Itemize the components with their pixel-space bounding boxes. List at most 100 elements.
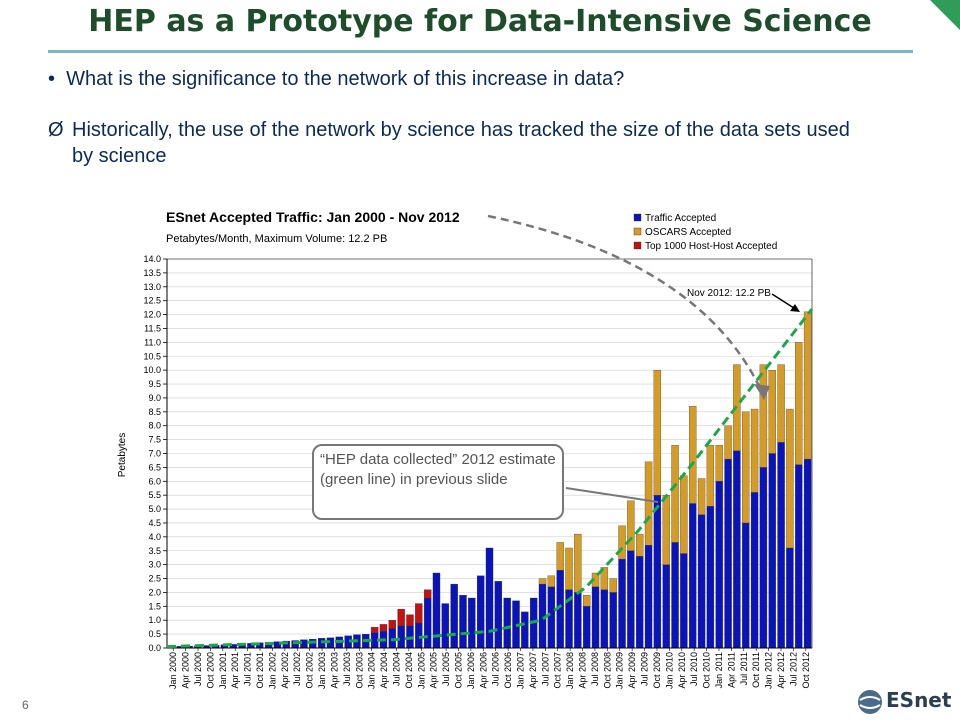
y-tick-label: 7.5 <box>148 435 161 445</box>
y-tick-label: 3.5 <box>148 546 161 556</box>
bar-traffic-accepted <box>706 506 715 649</box>
bar-oscars-accepted <box>671 445 679 543</box>
bar-oscars-accepted <box>680 475 688 554</box>
y-tick-label: 5.0 <box>148 504 161 514</box>
bar-oscars-accepted <box>795 342 803 465</box>
bar-traffic-accepted <box>415 622 423 649</box>
bar-oscars-accepted <box>627 500 635 551</box>
x-tick-label: Jan 2001 <box>218 652 228 689</box>
bullet-1-text: What is the significance to the network … <box>66 68 625 90</box>
x-tick-label: Jan 2006 <box>466 652 476 689</box>
overlay: Nov 2012: 12.2 PB <box>166 214 814 649</box>
x-tick-label: Oct 2002 <box>305 652 315 689</box>
bar-oscars-accepted <box>706 445 715 507</box>
bar-oscars-accepted <box>556 542 564 571</box>
bar-oscars-accepted <box>697 478 706 515</box>
x-tick-label: Apr 2006 <box>478 652 488 689</box>
x-tick-label: Jan 2000 <box>168 652 178 689</box>
x-tick-label: Apr 2008 <box>578 652 588 689</box>
callout-pointer <box>565 487 659 503</box>
legend-swatch <box>633 213 642 222</box>
x-tick-label: Oct 2009 <box>652 652 662 689</box>
bar-traffic-accepted <box>441 603 450 649</box>
bar-top-1000-host-host-accepted <box>397 608 405 626</box>
x-tick-label: Jan 2009 <box>615 652 625 689</box>
x-tick-label: Jul 2001 <box>243 652 253 686</box>
bar-traffic-accepted <box>742 522 750 649</box>
globe-icon <box>858 690 882 714</box>
bar-traffic-accepted <box>724 458 732 649</box>
y-axis-label: Petabytes <box>117 433 128 477</box>
bar-oscars-accepted <box>538 578 547 585</box>
x-tick-label: Jul 2010 <box>689 652 699 686</box>
bullet-2-text: Historically, the use of the network by … <box>72 119 850 167</box>
bullet-marker: • <box>48 68 56 90</box>
bar-oscars-accepted <box>583 595 591 607</box>
x-tick-label: Jul 2007 <box>540 652 550 686</box>
y-tick-label: 4.0 <box>148 532 161 542</box>
x-tick-label: Apr 2009 <box>627 652 637 689</box>
y-tick-label: 10.5 <box>143 351 161 361</box>
x-tick-label: Oct 2006 <box>503 652 513 689</box>
y-tick-label: 5.5 <box>148 490 161 500</box>
bar-oscars-accepted <box>574 533 582 593</box>
x-tick-label: Apr 2007 <box>528 652 538 689</box>
bar-oscars-accepted <box>759 364 768 468</box>
bar-traffic-accepted <box>662 564 670 649</box>
y-tick-label: 0.5 <box>148 629 161 639</box>
y-tick-label: 12.0 <box>143 310 161 320</box>
x-tick-label: Apr 2003 <box>330 652 340 689</box>
bar-traffic-accepted <box>423 597 432 649</box>
bar-oscars-accepted <box>662 495 670 565</box>
x-tick-label: Apr 2011 <box>726 652 736 688</box>
x-tick-label: Oct 2005 <box>454 652 464 689</box>
esnet-logo: ESnet <box>856 686 960 718</box>
bar-traffic-accepted <box>485 547 494 649</box>
bar-oscars-accepted <box>803 311 812 460</box>
bar-top-1000-host-host-accepted <box>379 624 388 632</box>
y-tick-label: 13.5 <box>143 268 161 278</box>
bar-traffic-accepted <box>768 453 776 649</box>
x-tick-label: Jan 2007 <box>516 652 526 689</box>
y-tick-label: 4.5 <box>148 518 161 528</box>
x-tick-label: Jan 2002 <box>267 652 277 689</box>
callout-arrow <box>487 214 764 393</box>
bar-traffic-accepted <box>503 597 511 649</box>
annotation-arrowhead <box>790 304 800 312</box>
bar-oscars-accepted <box>618 525 626 560</box>
x-tick-label: Oct 2000 <box>205 652 215 689</box>
tick-labels: 0.0 0.5 1.0 1.5 2.0 2.5 3.0 3.5 4.0 4.5 5.0 5.5 6.0 6… <box>143 254 810 689</box>
bar-oscars-accepted <box>644 461 653 546</box>
bar-oscars-accepted <box>742 411 750 524</box>
y-tick-label: 7.0 <box>148 449 161 459</box>
bar-traffic-accepted <box>689 503 697 649</box>
bar-traffic-accepted <box>759 467 768 649</box>
x-tick-label: Apr 2012 <box>776 652 786 689</box>
bar-oscars-accepted <box>653 369 662 496</box>
y-tick-label: 9.0 <box>148 393 161 403</box>
axes <box>163 258 813 651</box>
bar-top-1000-host-host-accepted <box>423 589 432 599</box>
legend-swatch <box>633 241 642 250</box>
bar-top-1000-host-host-accepted <box>388 620 396 629</box>
bar-traffic-accepted <box>795 464 803 649</box>
x-tick-label: Oct 2008 <box>602 652 612 689</box>
callout-box: “HEP data collected” 2012 estimate (gree… <box>312 444 564 520</box>
bar-oscars-accepted <box>565 547 573 590</box>
bar-traffic-accepted <box>653 495 662 649</box>
y-tick-label: 6.5 <box>148 462 161 472</box>
x-tick-label: Jan 2005 <box>416 652 426 689</box>
x-tick-label: Jul 2005 <box>441 652 451 686</box>
x-tick-label: Jul 2009 <box>640 652 650 686</box>
bar-traffic-accepted <box>644 545 653 649</box>
y-tick-label: 2.0 <box>148 587 161 597</box>
x-tick-label: Jan 2003 <box>317 652 327 689</box>
bar-top-1000-host-host-accepted <box>406 614 414 626</box>
x-tick-label: Apr 2000 <box>181 652 191 689</box>
bullet-2: Ø Historically, the use of the network by… <box>48 117 868 169</box>
bar-traffic-accepted <box>574 592 582 649</box>
y-tick-label: 8.0 <box>148 421 161 431</box>
bar-oscars-accepted <box>547 575 556 588</box>
peak-annotation: Nov 2012: 12.2 PB <box>687 288 771 299</box>
x-tick-label: Jan 2004 <box>367 652 377 689</box>
